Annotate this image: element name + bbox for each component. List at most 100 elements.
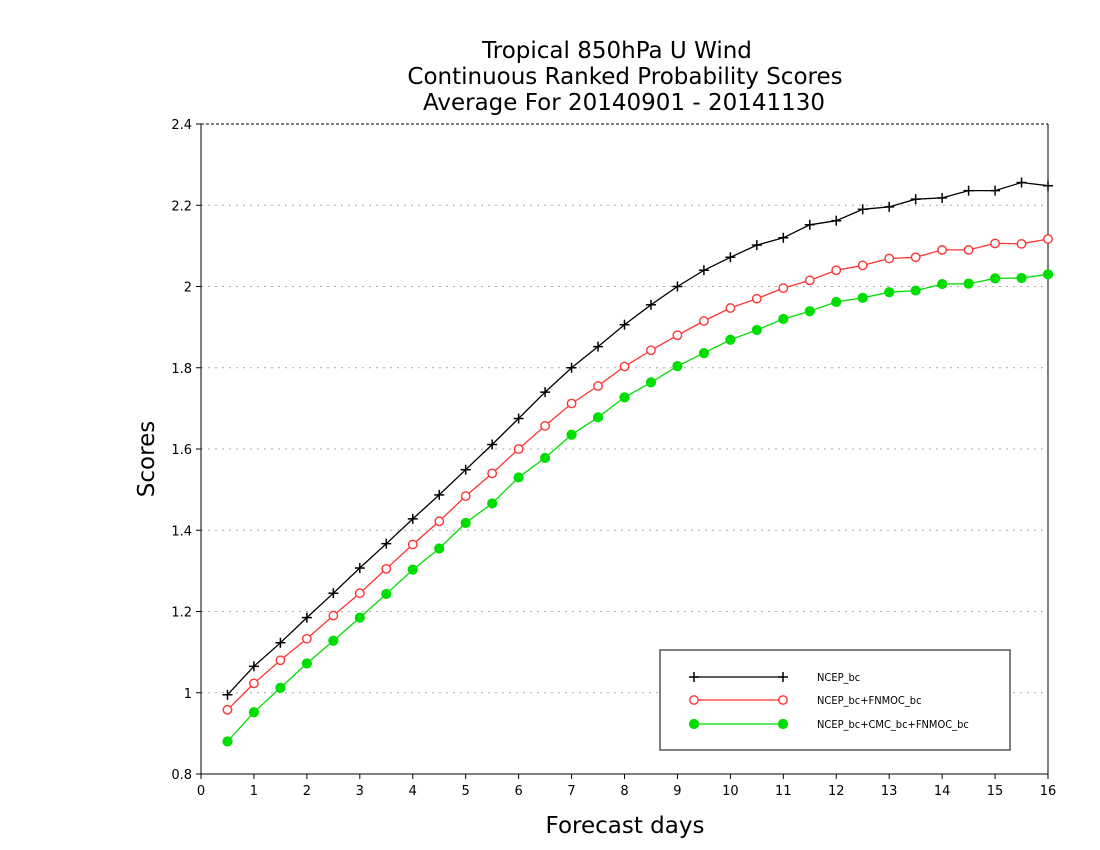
x-tick-label: 0 — [197, 784, 205, 799]
y-tick-label: 1.8 — [171, 362, 192, 377]
data-point — [381, 588, 392, 600]
x-tick-label: 12 — [828, 784, 845, 799]
data-point — [751, 324, 762, 336]
legend-entry-3: NCEP_bc+CMC_bc+FNMOC_bc — [688, 718, 969, 731]
chart-title-block: Tropical 850hPa U Wind Continuous Ranked… — [407, 38, 842, 116]
legend-marker — [689, 695, 699, 705]
data-point — [487, 468, 498, 479]
data-point — [222, 704, 233, 715]
data-point — [884, 253, 895, 264]
data-point — [751, 293, 762, 304]
data-point — [698, 348, 710, 359]
data-point — [857, 260, 868, 271]
legend-label: NCEP_bc — [817, 671, 860, 684]
data-point — [434, 516, 445, 527]
data-point — [857, 292, 868, 303]
data-point — [592, 412, 604, 423]
data-point — [963, 278, 974, 289]
data-point — [566, 362, 577, 373]
data-point — [1016, 238, 1027, 249]
legend-marker — [778, 672, 788, 682]
data-point — [725, 252, 736, 263]
x-tick-label: 15 — [987, 784, 1004, 799]
data-point — [910, 252, 921, 263]
series-layer — [222, 177, 1054, 747]
legend: NCEP_bc NCEP_bc+FNMOC_bc NCEP_bc+CMC_bc+FN… — [659, 649, 1011, 751]
y-tick-label: 2 — [184, 281, 192, 296]
data-point — [301, 658, 312, 669]
y-tick-label: 1 — [184, 687, 192, 702]
data-point — [831, 215, 842, 226]
axes: 0.811.21.41.61.822.22.40 1 2 3 4 5 6 7 8 9 10 11 12 1… — [171, 118, 1056, 799]
data-point — [460, 517, 471, 529]
data-point — [804, 275, 815, 286]
data-point — [1016, 177, 1027, 188]
data-point — [804, 219, 815, 230]
chart-title-line-1: Tropical 850hPa U Wind — [481, 38, 752, 64]
legend-marker — [778, 695, 788, 705]
data-point — [1042, 269, 1054, 280]
data-point — [354, 612, 365, 623]
data-point — [354, 563, 365, 574]
data-point — [275, 637, 286, 648]
data-point — [460, 464, 471, 475]
series-1 — [222, 177, 1053, 700]
x-tick-label: 10 — [722, 784, 739, 799]
data-point — [487, 498, 498, 509]
data-point — [381, 538, 392, 549]
data-point — [248, 661, 259, 672]
legend-entry-2: NCEP_bc+FNMOC_bc — [689, 694, 922, 707]
data-point — [725, 334, 736, 345]
data-point — [937, 245, 948, 255]
legend-label: NCEP_bc+CMC_bc+FNMOC_bc — [817, 718, 969, 731]
chart-title-line-2: Continuous Ranked Probability Scores — [407, 64, 842, 90]
x-tick-label: 9 — [673, 784, 681, 799]
data-point — [540, 420, 550, 431]
data-point — [990, 238, 1000, 249]
y-tick-label: 1.4 — [171, 524, 192, 539]
data-point — [301, 633, 312, 644]
data-point — [1016, 272, 1027, 284]
data-point — [937, 278, 948, 290]
x-tick-label: 14 — [934, 784, 951, 799]
data-point — [487, 439, 498, 450]
legend-marker — [688, 718, 700, 730]
x-tick-label: 4 — [409, 784, 417, 799]
data-point — [381, 563, 392, 574]
data-point — [275, 682, 286, 693]
y-tick-label: 2.2 — [171, 199, 192, 214]
data-point — [354, 588, 365, 599]
data-point — [407, 513, 418, 524]
series-2 — [222, 234, 1053, 715]
x-tick-label: 8 — [620, 784, 628, 799]
data-point — [831, 296, 842, 308]
data-point — [407, 564, 418, 575]
x-tick-label: 6 — [514, 784, 522, 799]
data-point — [248, 707, 260, 718]
series-line — [227, 181, 1049, 696]
data-point — [460, 491, 471, 502]
x-tick-label: 3 — [356, 784, 364, 799]
data-point — [831, 265, 842, 276]
series-3 — [222, 269, 1054, 747]
data-point — [328, 635, 339, 646]
x-tick-label: 2 — [303, 784, 311, 799]
chart-title-line-3: Average For 20140901 - 20141130 — [423, 90, 825, 116]
legend-marker — [689, 672, 699, 682]
data-point — [434, 489, 445, 500]
data-point — [328, 588, 339, 599]
data-point — [884, 201, 895, 212]
data-point — [619, 392, 630, 403]
x-tick-label: 5 — [462, 784, 470, 799]
x-tick-label: 7 — [567, 784, 575, 799]
data-point — [539, 452, 551, 464]
data-point — [540, 387, 551, 398]
x-tick-label: 11 — [775, 784, 792, 799]
y-tick-label: 1.2 — [171, 606, 192, 621]
data-point — [672, 330, 683, 341]
data-point — [619, 319, 630, 330]
x-tick-label: 13 — [881, 784, 898, 799]
data-point — [646, 345, 656, 356]
x-tick-label: 1 — [250, 784, 258, 799]
